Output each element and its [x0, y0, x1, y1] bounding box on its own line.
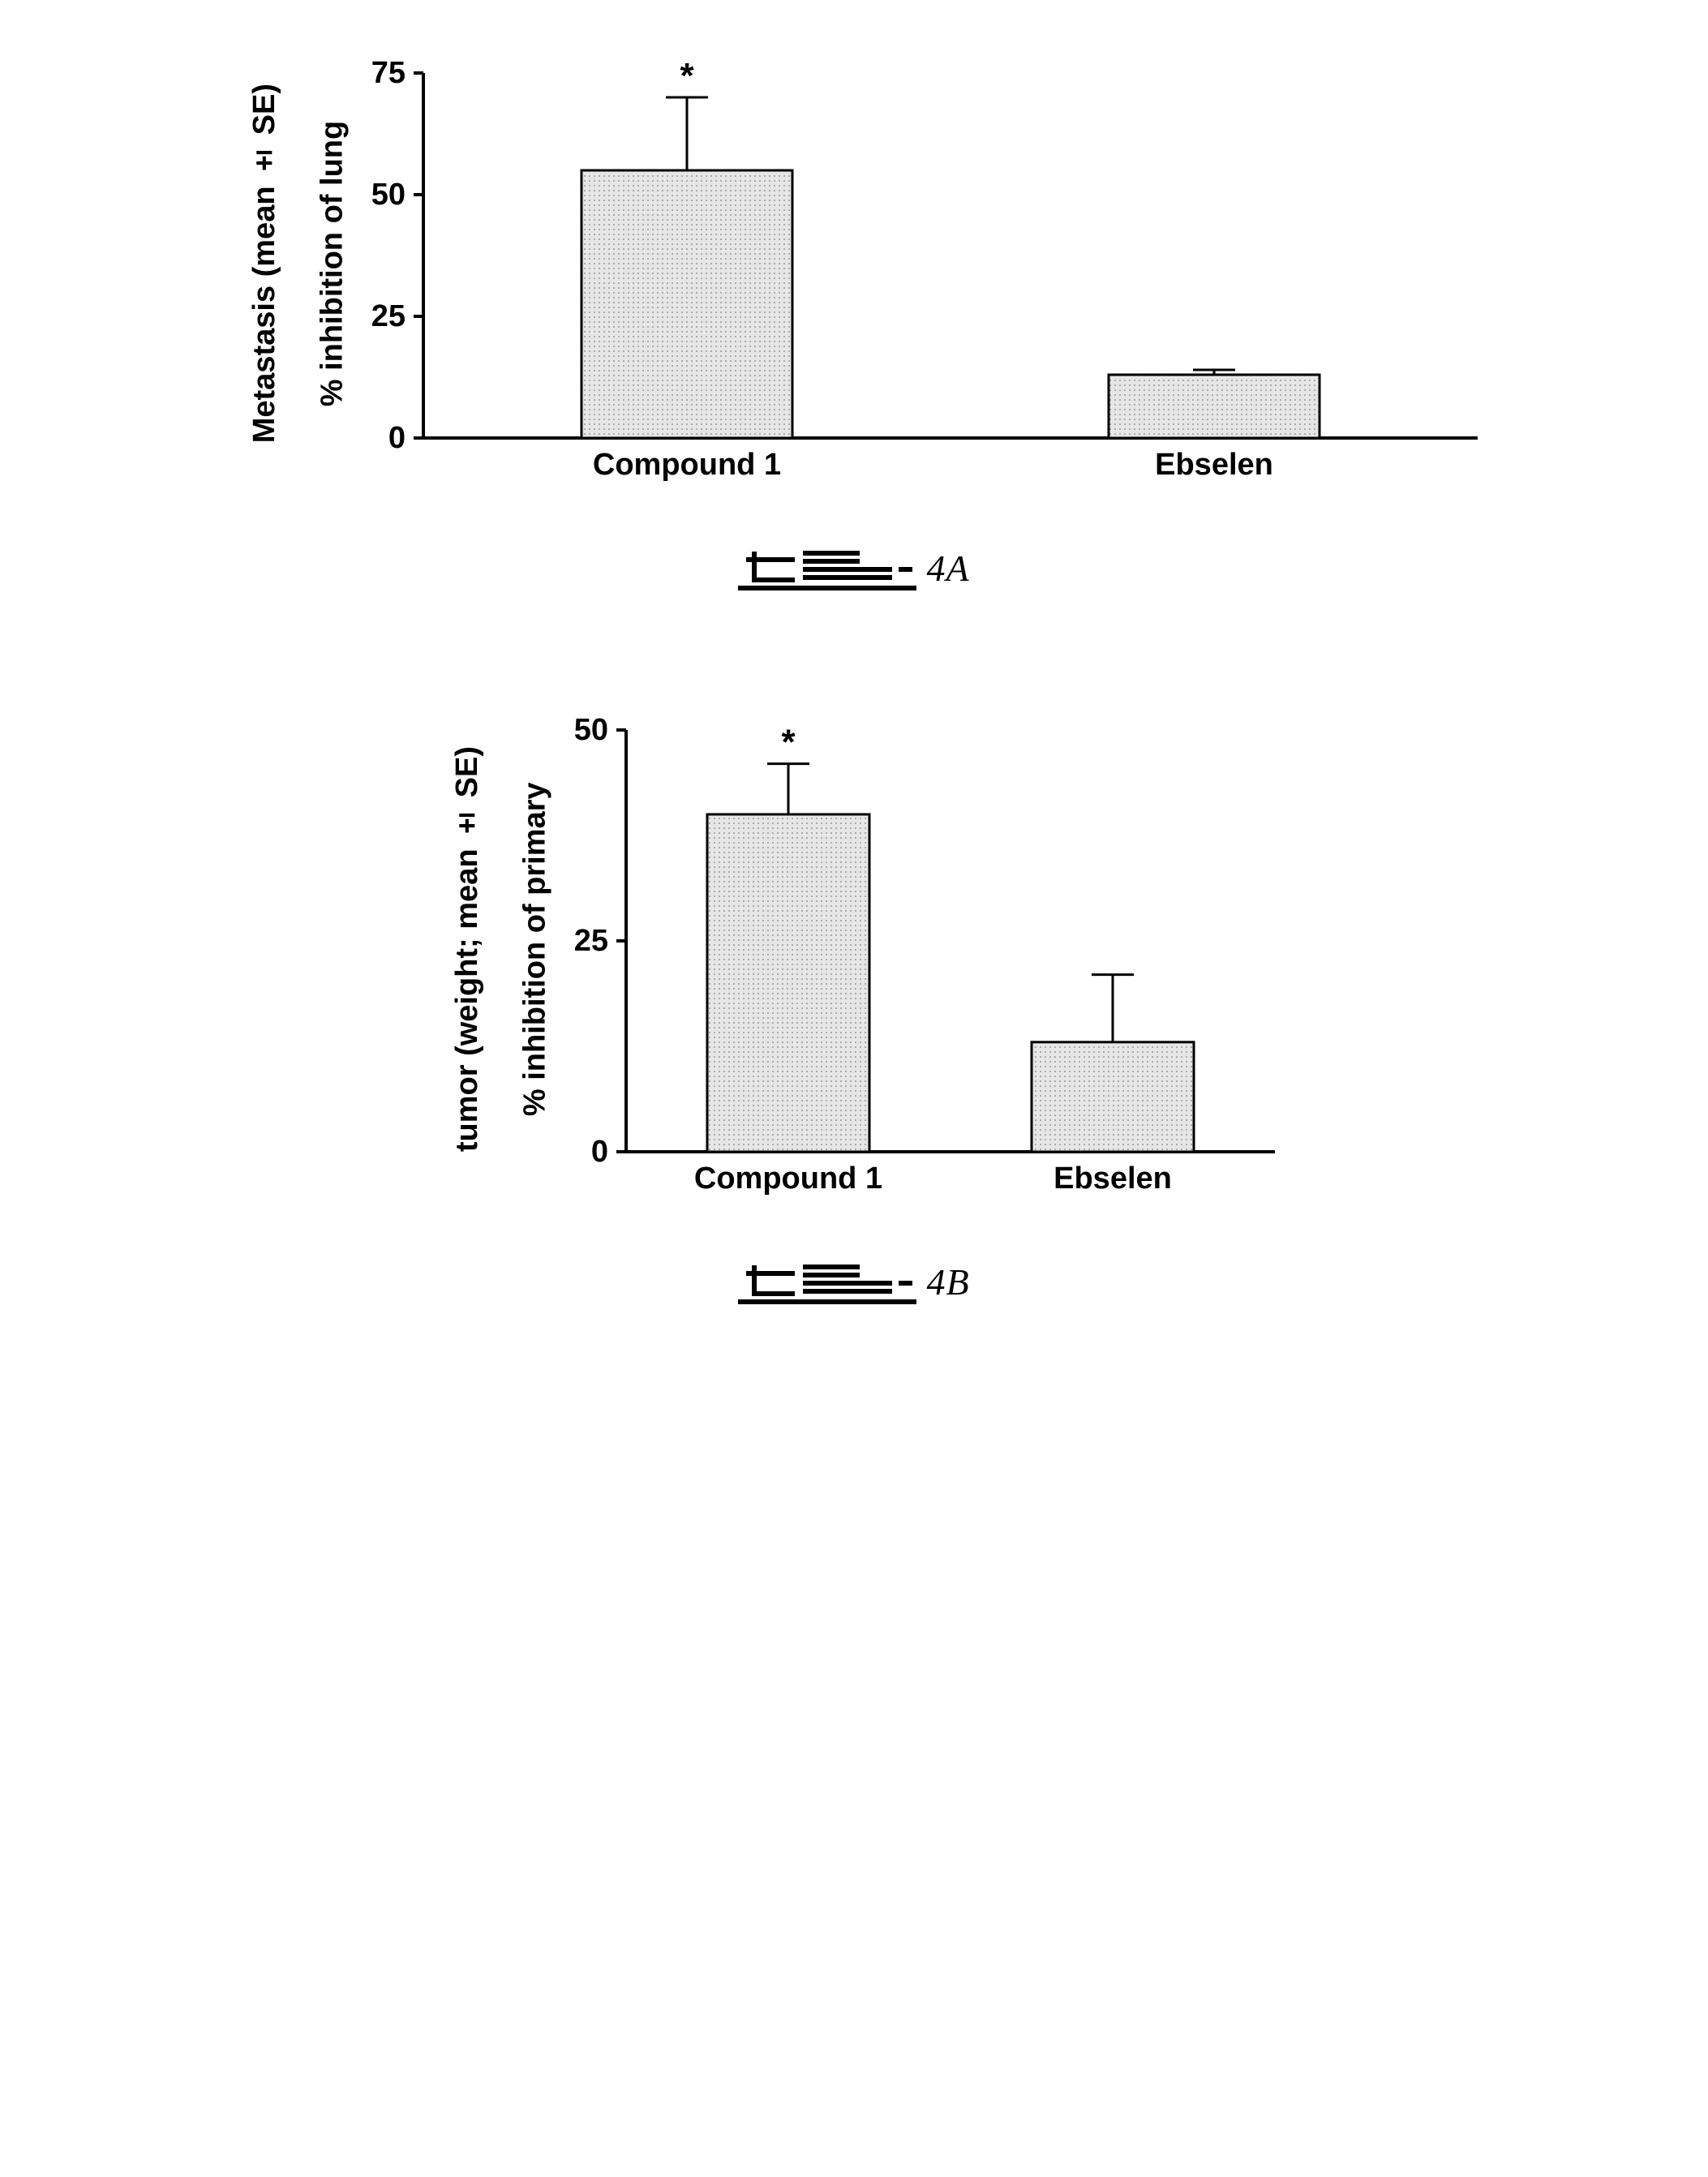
significance-marker: * — [781, 723, 796, 762]
category-label: Ebselen — [1054, 1161, 1172, 1196]
figure-glyph-icon — [738, 543, 916, 592]
ytick-label: 0 — [590, 1135, 607, 1169]
category-label: Compound 1 — [693, 1161, 882, 1196]
figure-4b: tumor (weight; mean ± SE) % inhibition o… — [32, 689, 1676, 1306]
significance-marker: * — [680, 56, 694, 96]
ylabel-a: Metastasis (mean ± SE) % inhibition of l… — [214, 84, 350, 443]
bar — [1032, 1042, 1194, 1152]
ytick-label: 25 — [371, 299, 405, 333]
figure-label-text-a: 4A — [926, 547, 969, 590]
ylabel-b: tumor (weight; mean ± SE) % inhibition o… — [417, 746, 552, 1152]
ytick-label: 0 — [388, 421, 405, 455]
figure-label-text-b: 4B — [926, 1260, 969, 1303]
ylabel-a-line2: Metastasis (mean ± SE) — [247, 84, 281, 443]
bar-chart-a: 0 25 50 75 * Compound 1 Ebselen — [358, 32, 1494, 495]
figure-label-row-a: 4A — [32, 543, 1676, 592]
figure-glyph-icon — [738, 1257, 916, 1306]
bar-chart-b: 0 25 50 * Compound 1 Ebselen — [561, 689, 1291, 1209]
ylabel-b-line1: % inhibition of primary — [518, 782, 552, 1116]
category-label: Ebselen — [1155, 448, 1273, 482]
bar — [707, 814, 869, 1152]
ytick-label: 75 — [371, 56, 405, 90]
figure-4a: Metastasis (mean ± SE) % inhibition of l… — [32, 32, 1676, 592]
ytick-label: 25 — [573, 924, 607, 958]
figure-label-b: 4B — [738, 1257, 969, 1306]
category-label: Compound 1 — [592, 448, 780, 482]
figure-label-a: 4A — [738, 543, 969, 592]
chart-wrap-b: tumor (weight; mean ± SE) % inhibition o… — [32, 689, 1676, 1209]
bar — [1109, 375, 1320, 438]
ylabel-b-line2: tumor (weight; mean ± SE) — [450, 746, 484, 1152]
chart-wrap-a: Metastasis (mean ± SE) % inhibition of l… — [32, 32, 1676, 495]
ylabel-a-line1: % inhibition of lung — [315, 121, 350, 406]
ytick-label: 50 — [573, 713, 607, 747]
figure-label-row-b: 4B — [32, 1257, 1676, 1306]
ytick-label: 50 — [371, 178, 405, 212]
bar — [581, 170, 792, 438]
